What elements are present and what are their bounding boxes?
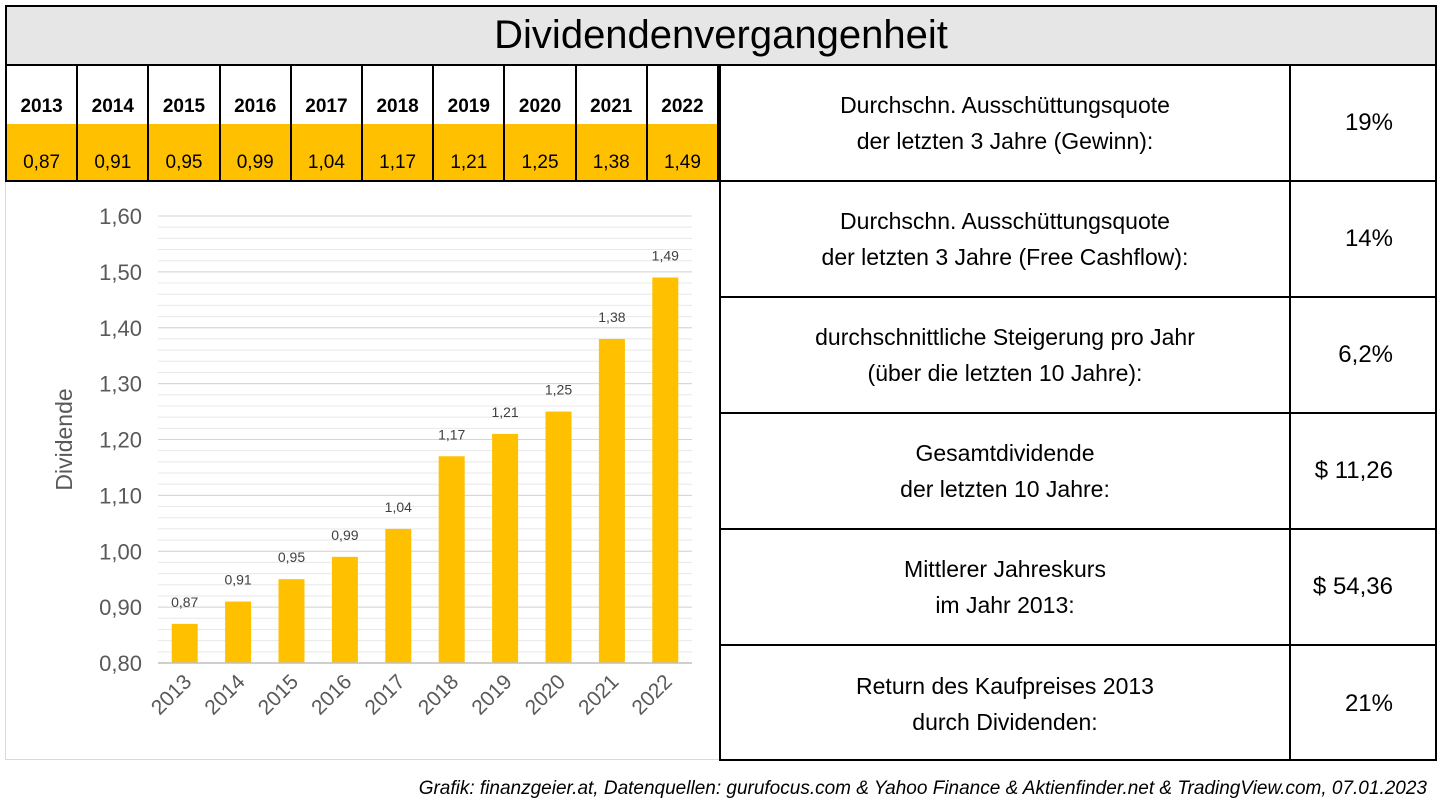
year-column-2022: 2022 1,49 <box>647 66 720 180</box>
y-tick-label: 1,30 <box>99 372 142 397</box>
year-column-2013: 2013 0,87 <box>7 66 79 180</box>
stat-row-total-dividend: Gesamtdividende der letzten 10 Jahre: $ … <box>721 414 1437 530</box>
y-tick-label: 1,40 <box>99 316 142 341</box>
dividend-stats-table: Durchschn. Ausschüttungsquote der letzte… <box>719 66 1437 761</box>
page-title: Dividendenvergangenheit <box>5 5 1437 66</box>
page-title-text: Dividendenvergangenheit <box>494 13 948 57</box>
bar-2021 <box>598 338 625 663</box>
year-header: 2019 <box>434 66 504 124</box>
year-value: 0,95 <box>149 124 219 180</box>
y-axis-title: Dividende <box>51 388 77 490</box>
bar-2018 <box>438 456 465 663</box>
y-tick-label: 1,20 <box>99 428 142 453</box>
y-tick-label: 1,00 <box>99 539 142 564</box>
stat-row-return: Return des Kaufpreises 2013 durch Divide… <box>721 646 1437 761</box>
year-column-2016: 2016 0,99 <box>220 66 292 180</box>
data-label-2019: 1,21 <box>491 404 518 420</box>
year-column-2021: 2021 1,38 <box>576 66 648 180</box>
data-label-2022: 1,49 <box>652 247 679 263</box>
bar-2019 <box>492 433 519 663</box>
x-tick-label: 2015 <box>254 670 303 719</box>
stat-label: Durchschn. Ausschüttungsquote der letzte… <box>721 66 1291 180</box>
year-value: 1,21 <box>434 124 504 180</box>
year-header: 2015 <box>149 66 219 124</box>
y-tick-label: 1,10 <box>99 483 142 508</box>
year-column-2020: 2020 1,25 <box>505 66 577 180</box>
bar-2013 <box>171 623 198 663</box>
x-tick-label: 2021 <box>574 670 623 719</box>
x-tick-label: 2014 <box>200 670 250 720</box>
year-value: 1,17 <box>363 124 433 180</box>
x-tick-label: 2017 <box>361 670 410 719</box>
x-tick-label: 2018 <box>414 670 463 719</box>
stat-row-avg-growth: durchschnittliche Steigerung pro Jahr (ü… <box>721 298 1437 414</box>
y-tick-label: 0,80 <box>99 651 142 676</box>
bar-2022 <box>652 277 679 663</box>
year-header: 2013 <box>7 66 77 124</box>
x-tick-label: 2019 <box>467 670 516 719</box>
x-tick-label: 2013 <box>147 670 196 719</box>
stat-row-payout-fcf: Durchschn. Ausschüttungsquote der letzte… <box>721 182 1437 298</box>
year-column-2017: 2017 1,04 <box>291 66 364 180</box>
stat-value: 6,2% <box>1338 341 1393 368</box>
stat-label: Gesamtdividende der letzten 10 Jahre: <box>721 414 1291 528</box>
data-label-2020: 1,25 <box>545 382 572 398</box>
y-tick-label: 0,90 <box>99 595 142 620</box>
data-label-2017: 1,04 <box>385 499 412 515</box>
x-tick-label: 2022 <box>628 670 677 719</box>
source-footer: Grafik: finanzgeier.at, Datenquellen: gu… <box>418 778 1427 799</box>
data-label-2018: 1,17 <box>438 426 465 442</box>
stat-label: Mittlerer Jahreskurs im Jahr 2013: <box>721 530 1291 644</box>
data-label-2013: 0,87 <box>171 594 198 610</box>
data-label-2015: 0,95 <box>278 549 305 565</box>
year-column-2018: 2018 1,17 <box>363 66 435 180</box>
stat-value: 14% <box>1344 225 1393 252</box>
stat-label: Return des Kaufpreises 2013 durch Divide… <box>721 646 1291 761</box>
stat-row-payout-earnings: Durchschn. Ausschüttungsquote der letzte… <box>721 66 1437 182</box>
bar-2020 <box>545 411 572 663</box>
year-header: 2017 <box>291 66 362 124</box>
data-label-2016: 0,99 <box>331 527 358 543</box>
bar-2015 <box>278 579 305 663</box>
bar-2017 <box>385 528 412 663</box>
year-header: 2021 <box>576 66 646 124</box>
year-value: 0,91 <box>78 124 148 180</box>
dividend-year-table: 2013 0,87 2014 0,91 2015 0,95 2016 0,99 … <box>5 66 720 182</box>
y-tick-label: 1,60 <box>99 204 142 229</box>
year-column-2014: 2014 0,91 <box>78 66 150 180</box>
year-header: 2016 <box>220 66 290 124</box>
year-column-2019: 2019 1,21 <box>434 66 506 180</box>
year-column-2015: 2015 0,95 <box>149 66 221 180</box>
data-label-2014: 0,91 <box>224 572 251 588</box>
stat-value: $ 11,26 <box>1314 457 1393 484</box>
x-tick-label: 2020 <box>521 670 570 719</box>
y-tick-label: 1,50 <box>99 260 142 285</box>
year-header: 2020 <box>505 66 575 124</box>
stat-value: 21% <box>1344 689 1393 717</box>
year-header: 2014 <box>78 66 148 124</box>
stat-value: 19% <box>1344 109 1393 136</box>
year-value: 1,04 <box>291 124 362 180</box>
bar-2014 <box>225 601 252 663</box>
year-value: 0,87 <box>7 124 77 180</box>
stat-label: Durchschn. Ausschüttungsquote der letzte… <box>721 182 1291 296</box>
stat-row-avg-price: Mittlerer Jahreskurs im Jahr 2013: $ 54,… <box>721 530 1437 646</box>
dividend-bar-chart: 0,87 0,91 0,95 0,99 1,04 1,17 1,21 1,25 1,38 1,49… <box>51 204 692 720</box>
dividend-chart-area: 0,87 0,91 0,95 0,99 1,04 1,17 1,21 1,25 1,38 1,49… <box>5 182 719 760</box>
year-value: 0,99 <box>220 124 290 180</box>
stat-label: durchschnittliche Steigerung pro Jahr (ü… <box>721 298 1291 412</box>
year-header: 2018 <box>363 66 433 124</box>
year-value: 1,49 <box>647 124 718 180</box>
year-value: 1,25 <box>505 124 575 180</box>
stat-value: $ 54,36 <box>1312 573 1393 600</box>
year-value: 1,38 <box>576 124 646 180</box>
bar-2016 <box>331 556 358 663</box>
data-label-2021: 1,38 <box>598 309 625 325</box>
x-tick-label: 2016 <box>307 670 356 719</box>
year-header: 2022 <box>647 66 718 124</box>
